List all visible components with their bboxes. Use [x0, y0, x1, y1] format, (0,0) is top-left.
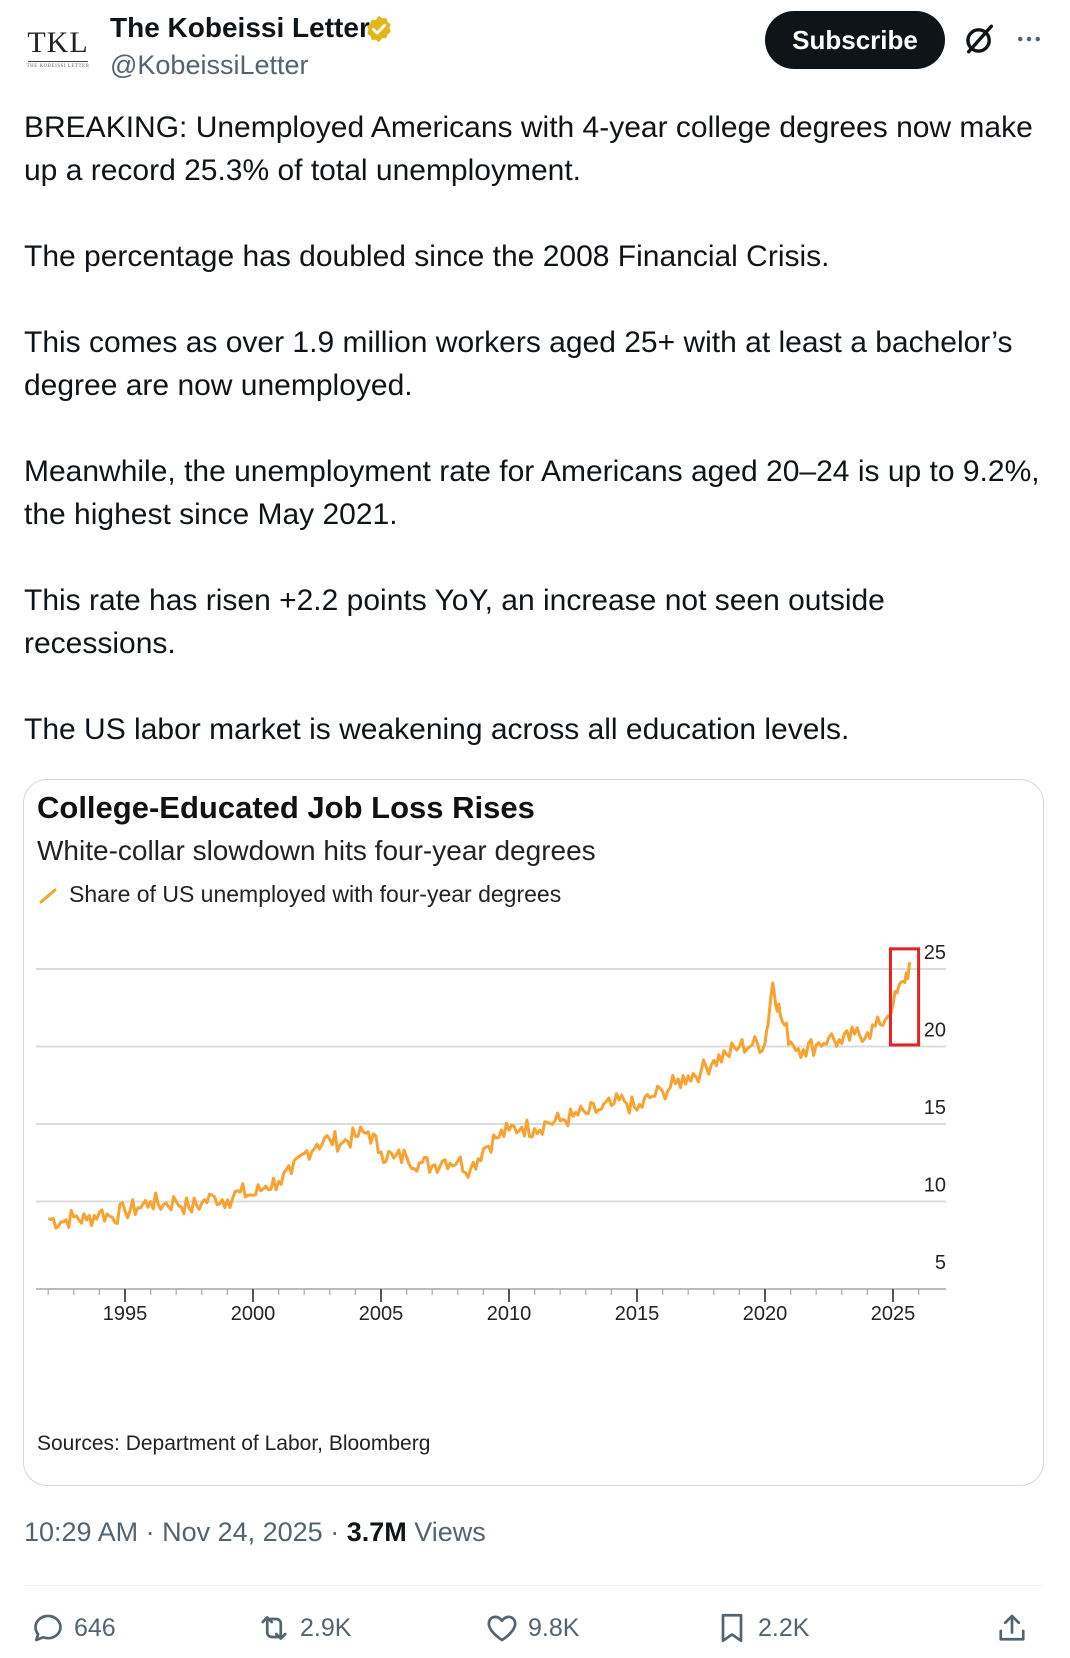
views-label: Views: [406, 1517, 486, 1547]
author-name[interactable]: The Kobeissi Letter: [110, 12, 370, 43]
repost-count: 2.9K: [300, 1613, 352, 1642]
bookmark-icon: [721, 1613, 743, 1643]
x-tick-label: 2025: [871, 1303, 916, 1325]
divider: [24, 1585, 1045, 1586]
chart-title: College-Educated Job Loss Rises: [37, 790, 535, 825]
share-button[interactable]: [994, 1608, 1038, 1648]
subscribe-button[interactable]: Subscribe: [765, 11, 945, 69]
series-line: [47, 962, 912, 1230]
y-tick-label: 10: [924, 1175, 946, 1197]
chart-image-card[interactable]: College-Educated Job Loss Rises White-co…: [23, 779, 1044, 1486]
chart-source: Sources: Department of Labor, Bloomberg: [37, 1432, 431, 1455]
reply-button[interactable]: 646: [30, 1608, 116, 1648]
tweet-paragraph: The percentage has doubled since the 200…: [24, 240, 830, 273]
grok-icon[interactable]: [963, 22, 997, 56]
bookmark-count: 2.2K: [758, 1613, 810, 1642]
bookmark-button[interactable]: 2.2K: [714, 1608, 809, 1648]
tweet-meta: 10:29 AM · Nov 24, 2025 · 3.7M Views: [24, 1517, 486, 1548]
legend-line-icon: [39, 888, 57, 903]
tweet-paragraph: This comes as over 1.9 million workers a…: [24, 326, 1013, 402]
avatar[interactable]: TKL THE KOBEISSI LETTER: [22, 12, 94, 84]
x-tick-label: 1995: [103, 1303, 148, 1325]
tweet-paragraph: The US labor market is weakening across …: [24, 713, 850, 746]
tweet-text: BREAKING: Unemployed Americans with 4-ye…: [24, 106, 1044, 751]
tweet-paragraph: BREAKING: Unemployed Americans with 4-ye…: [24, 111, 1033, 187]
reply-icon: [34, 1614, 62, 1642]
reply-count: 646: [74, 1613, 116, 1642]
author-handle[interactable]: @KobeissiLetter: [110, 50, 309, 80]
repost-button[interactable]: 2.9K: [256, 1608, 351, 1648]
verified-badge-icon: [367, 15, 391, 43]
logo-subtext: THE KOBEISSI LETTER: [26, 63, 90, 69]
x-tick-label: 2015: [615, 1303, 660, 1325]
x-tick-label: 2000: [231, 1303, 276, 1325]
highlight-box: [888, 947, 921, 1047]
y-tick-label: 25: [924, 942, 946, 964]
x-tick-label: 2005: [359, 1303, 404, 1325]
tweet-timestamp[interactable]: 10:29 AM · Nov 24, 2025 ·: [24, 1517, 347, 1547]
share-icon: [999, 1614, 1025, 1641]
views-count: 3.7M: [346, 1517, 407, 1547]
y-tick-label: 20: [924, 1020, 946, 1042]
like-count: 9.8K: [528, 1613, 580, 1642]
tweet-paragraph: This rate has risen +2.2 points YoY, an …: [24, 584, 885, 660]
tweet-paragraph: Meanwhile, the unemployment rate for Ame…: [24, 455, 1040, 531]
x-tick-label: 2020: [743, 1303, 788, 1325]
more-horizontal-icon[interactable]: [1012, 24, 1046, 54]
heart-icon: [487, 1615, 517, 1642]
y-tick-label: 5: [935, 1252, 946, 1274]
x-tick-label: 2010: [487, 1303, 532, 1325]
y-tick-label: 15: [924, 1097, 946, 1119]
chart-legend: Share of US unemployed with four-year de…: [37, 881, 561, 908]
legend-label: Share of US unemployed with four-year de…: [69, 881, 562, 907]
chart-subtitle: White-collar slowdown hits four-year deg…: [37, 835, 596, 866]
logo-text: TKL: [27, 25, 89, 59]
logo-rule: [28, 60, 88, 62]
repost-icon: [261, 1616, 287, 1640]
like-button[interactable]: 9.8K: [484, 1608, 579, 1648]
